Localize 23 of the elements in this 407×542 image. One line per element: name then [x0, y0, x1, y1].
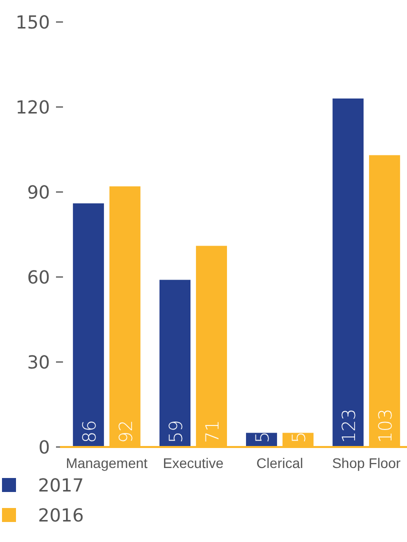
- y-tick-label: 60: [27, 267, 50, 288]
- x-tick-label: Management: [66, 455, 148, 471]
- data-label: 123: [339, 408, 360, 443]
- legend-label: 2017: [38, 475, 84, 496]
- bar: [332, 98, 364, 447]
- x-tick-label: Clerical: [256, 455, 304, 471]
- y-tick-label: 90: [27, 182, 50, 204]
- data-label: 92: [116, 420, 137, 443]
- y-tick-label: 120: [16, 97, 50, 118]
- x-tick-label: Executive: [162, 455, 224, 471]
- data-label: 5: [252, 432, 274, 443]
- data-label: 103: [376, 408, 397, 443]
- bar: [159, 280, 190, 447]
- data-label: 71: [202, 420, 224, 443]
- data-label: 86: [79, 420, 100, 443]
- data-label: 59: [166, 420, 187, 443]
- x-tick-label: Shop Floor: [332, 455, 401, 471]
- y-tick-label: 150: [16, 12, 50, 34]
- y-tick-label: 30: [27, 352, 50, 374]
- data-label: 5: [289, 432, 310, 443]
- y-tick-label: 0: [38, 437, 50, 458]
- bar: [72, 203, 104, 447]
- legend-label: 2016: [38, 505, 84, 526]
